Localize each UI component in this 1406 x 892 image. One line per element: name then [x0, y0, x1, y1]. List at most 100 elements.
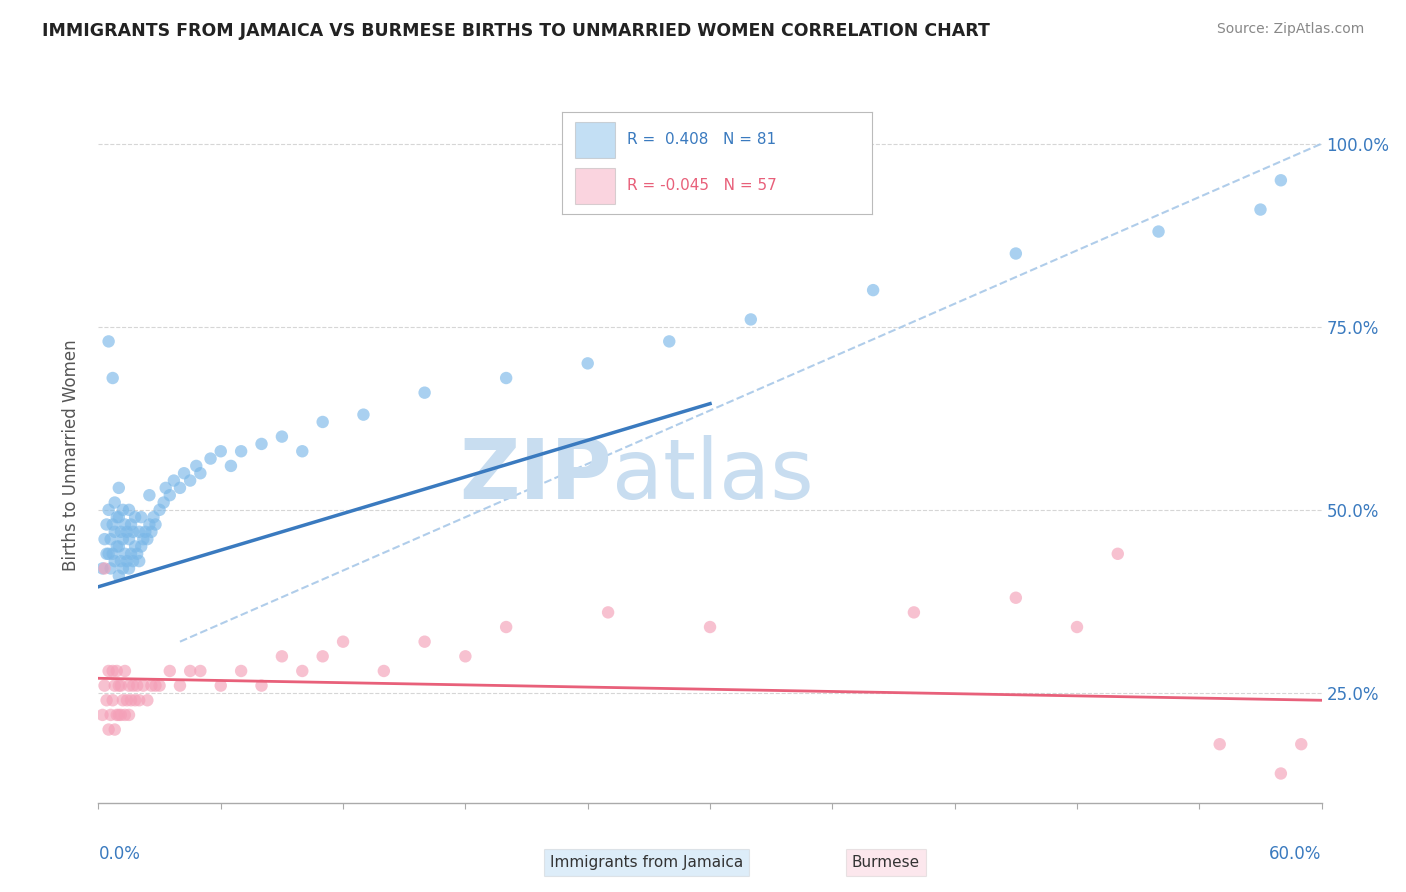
Point: [270, 429, 294, 443]
Point: [291, 664, 314, 678]
Point: [115, 693, 138, 707]
Point: [110, 554, 132, 568]
Point: [118, 707, 141, 722]
Point: [101, 371, 124, 385]
Point: [142, 510, 165, 524]
Point: [110, 679, 132, 693]
Point: [163, 474, 186, 488]
Point: [105, 664, 128, 678]
Text: Source: ZipAtlas.com: Source: ZipAtlas.com: [1216, 22, 1364, 37]
Point: [97, 664, 120, 678]
Point: [128, 524, 150, 539]
Point: [111, 693, 134, 707]
Point: [169, 481, 191, 495]
Point: [862, 283, 884, 297]
Point: [576, 356, 599, 370]
Point: [129, 540, 152, 554]
Point: [152, 495, 174, 509]
Point: [115, 524, 138, 539]
Point: [740, 312, 762, 326]
Point: [118, 532, 141, 546]
Point: [124, 510, 146, 524]
Point: [413, 634, 436, 648]
Text: IMMIGRANTS FROM JAMAICA VS BURMESE BIRTHS TO UNMARRIED WOMEN CORRELATION CHART: IMMIGRANTS FROM JAMAICA VS BURMESE BIRTH…: [42, 22, 990, 40]
Point: [145, 517, 167, 532]
FancyBboxPatch shape: [575, 168, 614, 204]
Point: [495, 620, 517, 634]
Point: [111, 561, 134, 575]
Point: [108, 540, 131, 554]
Point: [270, 649, 294, 664]
Point: [115, 554, 138, 568]
Point: [1004, 246, 1026, 260]
Point: [101, 664, 124, 678]
Text: R = -0.045   N = 57: R = -0.045 N = 57: [627, 178, 778, 194]
Point: [105, 510, 128, 524]
Point: [100, 707, 122, 722]
Point: [111, 532, 134, 546]
Point: [101, 693, 124, 707]
Point: [312, 649, 335, 664]
Point: [104, 524, 127, 539]
Text: 60.0%: 60.0%: [1270, 845, 1322, 863]
Text: R =  0.408   N = 81: R = 0.408 N = 81: [627, 132, 776, 147]
Point: [108, 707, 131, 722]
Point: [209, 444, 232, 458]
Point: [118, 679, 141, 693]
Point: [231, 664, 253, 678]
Point: [118, 503, 141, 517]
Point: [105, 707, 128, 722]
Point: [97, 503, 120, 517]
Point: [108, 481, 131, 495]
Point: [495, 371, 517, 385]
Point: [128, 554, 150, 568]
Point: [97, 723, 120, 737]
Point: [159, 488, 181, 502]
Point: [413, 385, 436, 400]
Point: [111, 503, 134, 517]
Point: [114, 517, 136, 532]
Point: [114, 664, 136, 678]
Point: [122, 554, 145, 568]
Point: [173, 467, 195, 481]
Point: [104, 495, 127, 509]
Point: [93, 679, 115, 693]
Point: [114, 547, 136, 561]
Point: [114, 707, 136, 722]
Point: [138, 488, 160, 502]
Point: [658, 334, 681, 349]
Point: [110, 707, 132, 722]
Point: [1147, 225, 1170, 239]
Point: [138, 517, 160, 532]
Point: [219, 458, 242, 473]
Point: [132, 679, 155, 693]
Point: [128, 693, 150, 707]
Point: [97, 547, 120, 561]
Point: [120, 517, 142, 532]
Point: [127, 679, 149, 693]
Point: [155, 481, 177, 495]
Point: [108, 568, 131, 582]
Point: [149, 679, 172, 693]
Point: [136, 532, 159, 546]
Point: [149, 503, 172, 517]
Point: [104, 679, 127, 693]
Point: [1249, 202, 1271, 217]
Point: [186, 458, 208, 473]
Point: [1066, 620, 1088, 634]
Text: Burmese: Burmese: [852, 855, 920, 870]
Point: [231, 444, 253, 458]
Y-axis label: Births to Unmarried Women: Births to Unmarried Women: [62, 339, 80, 571]
Point: [120, 693, 142, 707]
Point: [141, 524, 163, 539]
FancyBboxPatch shape: [575, 122, 614, 158]
Point: [188, 664, 212, 678]
Point: [124, 693, 146, 707]
Point: [1107, 547, 1129, 561]
Text: Immigrants from Jamaica: Immigrants from Jamaica: [550, 855, 744, 870]
Point: [454, 649, 477, 664]
Point: [352, 408, 374, 422]
Text: 0.0%: 0.0%: [98, 845, 141, 863]
Point: [188, 467, 212, 481]
Point: [124, 540, 146, 554]
